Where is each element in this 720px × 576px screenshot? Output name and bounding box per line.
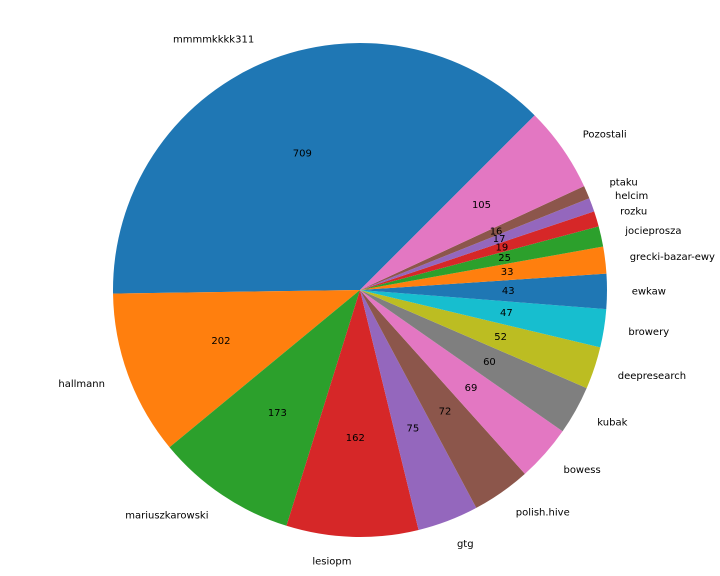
pie-slice — [360, 290, 563, 474]
pie-slice — [360, 290, 587, 432]
slice-value-label: 19 — [496, 242, 509, 253]
slice-label: deepresearch — [618, 371, 686, 382]
slice-label: bowess — [563, 465, 600, 476]
pie-slice — [360, 211, 599, 290]
slice-label: polish.hive — [516, 508, 570, 519]
pie-slice — [169, 290, 360, 526]
slice-label: mmmmkkkk311 — [173, 35, 254, 46]
pie-slice — [360, 246, 607, 290]
pie-slice — [360, 226, 604, 290]
pie-slice — [360, 290, 607, 348]
slice-value-label: 75 — [407, 423, 420, 434]
slice-value-label: 25 — [498, 253, 511, 264]
pie-slice — [360, 290, 525, 508]
slice-value-label: 43 — [502, 286, 515, 297]
slice-label: grecki-bazar-ewy — [630, 252, 715, 263]
slice-value-label: 33 — [501, 267, 514, 278]
slice-value-label: 72 — [439, 406, 452, 417]
pie-slice — [113, 290, 360, 448]
pie-slice — [360, 290, 601, 389]
labels-layer: mmmmkkkk311 hallmann mariuszkarowski lesiop… — [58, 35, 715, 568]
slice-label: helcim — [615, 191, 648, 202]
slice-label: ptaku — [609, 177, 637, 188]
slice-label: ewkaw — [632, 286, 666, 297]
slice-value-label: 162 — [346, 433, 365, 444]
slice-value-label: 47 — [500, 308, 513, 319]
slices-layer — [112, 43, 607, 537]
pie-slice — [286, 290, 419, 537]
slice-value-label: 52 — [494, 332, 507, 343]
slice-value-label: 17 — [493, 234, 506, 245]
slice-label: mariuszkarowski — [125, 511, 208, 522]
slice-label: gtg — [457, 539, 474, 550]
slice-value-label: 202 — [211, 336, 230, 347]
slice-label: Pozostali — [583, 129, 627, 140]
pie-slice — [360, 115, 585, 290]
pie-slice — [112, 43, 535, 294]
slice-label: jocieprosza — [624, 226, 681, 237]
slice-value-label: 709 — [293, 148, 312, 159]
slice-value-label: 173 — [268, 408, 287, 419]
slice-value-label: 105 — [472, 200, 491, 211]
pie-slice — [360, 186, 590, 290]
slice-label: browery — [628, 327, 669, 338]
slice-label: rozku — [620, 207, 647, 218]
pie-slice — [360, 273, 607, 310]
pie-slice — [360, 198, 595, 290]
pie-slice — [360, 290, 477, 530]
slice-value-label: 16 — [490, 226, 503, 237]
slice-value-label: 60 — [483, 357, 496, 368]
slice-label: lesiopm — [312, 557, 351, 568]
slice-label: kubak — [597, 417, 627, 428]
slice-value-label: 69 — [465, 383, 478, 394]
slice-label: hallmann — [58, 379, 105, 390]
